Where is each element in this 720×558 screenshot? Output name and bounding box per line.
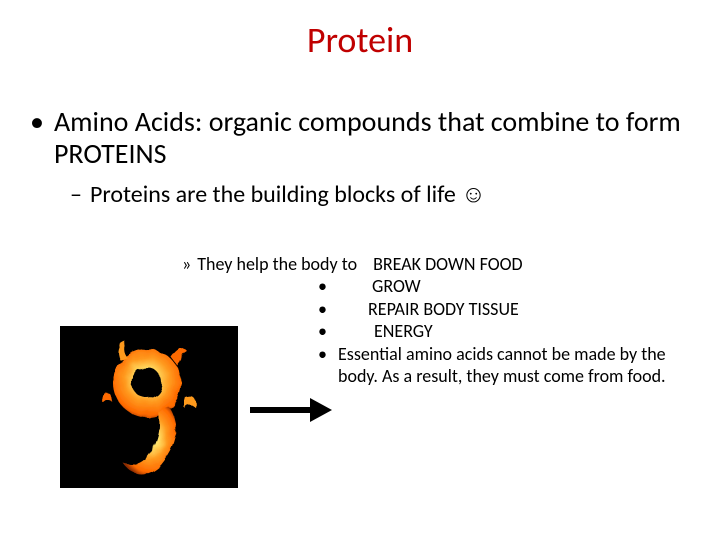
list-item-text: Essential amino acids cannot be made by … (338, 343, 678, 388)
flame-nine-icon (89, 337, 209, 477)
bullet-level-2: – Proteins are the building blocks of li… (70, 180, 690, 209)
list-item: • ENERGY (318, 320, 720, 343)
sub-bullet-list: • GROW • REPAIR BODY TISSUE • ENERGY • E… (318, 275, 720, 388)
list-item-text: ENERGY (338, 320, 678, 343)
bullet-text: Amino Acids: organic compounds that comb… (54, 106, 690, 170)
arrow-shaft (250, 407, 312, 413)
list-item: • Essential amino acids cannot be made b… (318, 343, 720, 388)
list-item-text: REPAIR BODY TISSUE (338, 298, 678, 321)
list-item: • GROW (318, 275, 720, 298)
dot-marker: • (318, 275, 338, 298)
list-item-text: GROW (338, 275, 678, 298)
arrow-icon (250, 398, 334, 422)
bullet-text: Proteins are the building blocks of life… (90, 180, 486, 209)
chevron-marker: » (182, 253, 191, 275)
dot-marker: • (318, 320, 338, 343)
bullet-level-1: • Amino Acids: organic compounds that co… (30, 106, 690, 170)
bullet-lead: They help the body to (197, 253, 357, 275)
slide-title: Protein (0, 18, 720, 62)
bullet-level-3: » They help the body to BREAK DOWN FOOD (182, 253, 720, 275)
arrow-head (310, 398, 332, 422)
bullet-first-item: BREAK DOWN FOOD (365, 253, 523, 275)
dash-marker: – (70, 180, 82, 209)
dot-marker: • (318, 298, 338, 321)
dot-marker: • (318, 343, 338, 366)
bullet-marker: • (30, 106, 44, 170)
list-item: • REPAIR BODY TISSUE (318, 298, 720, 321)
flame-nine-image (60, 326, 238, 488)
